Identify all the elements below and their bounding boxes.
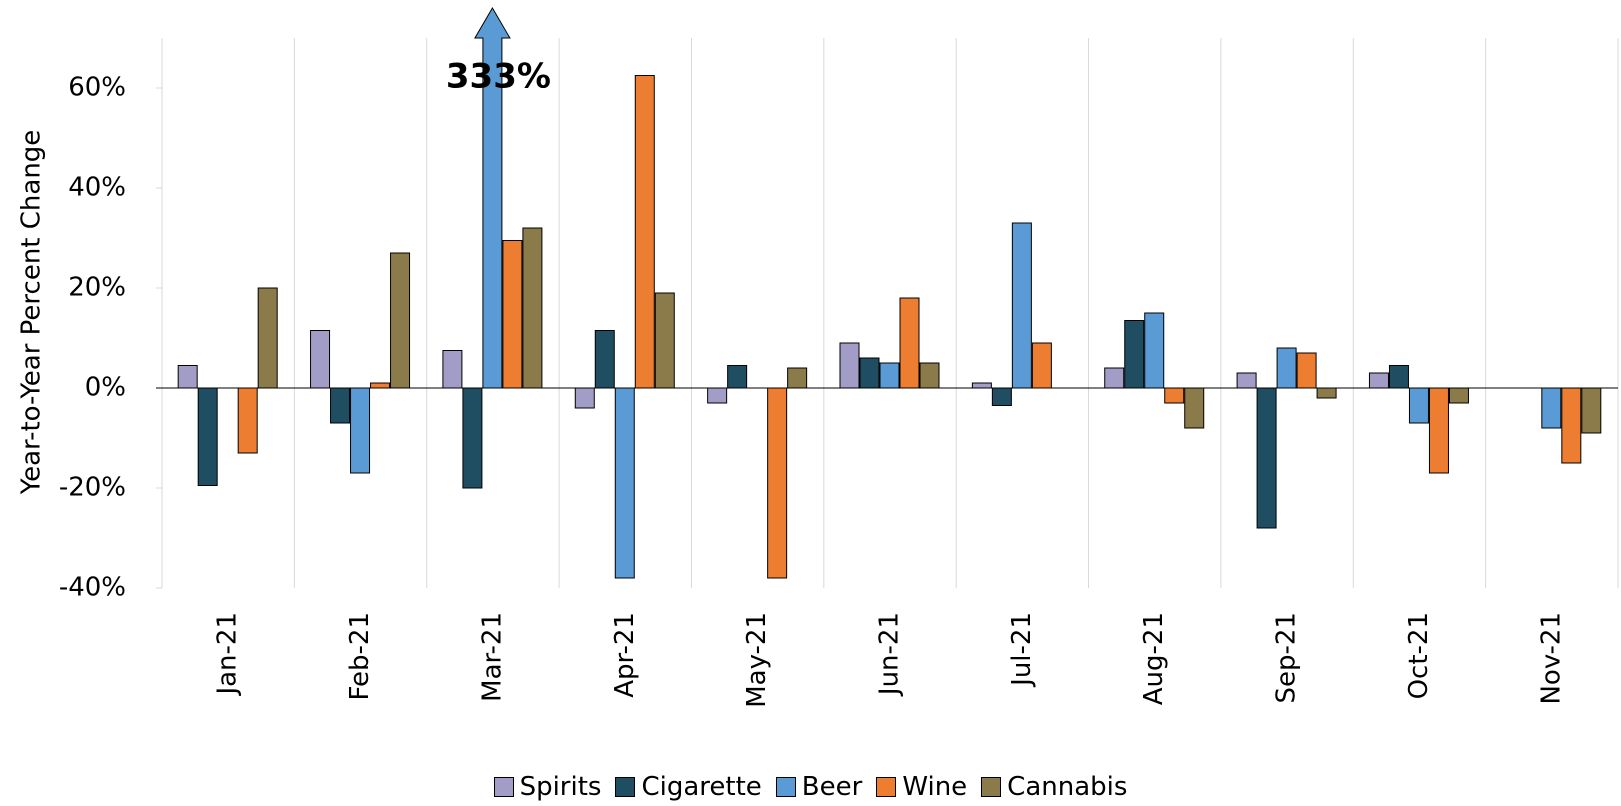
bar [859,357,880,389]
bar [1581,387,1602,434]
bar [991,387,1012,406]
legend-item: Cannabis [981,772,1127,802]
bar [257,287,278,389]
bar [727,365,748,389]
y-axis-title: Year-to-Year Percent Change [17,130,47,496]
bar [971,382,992,389]
bar [654,292,675,389]
bar [787,367,808,389]
bar [1408,387,1429,424]
bar [522,227,543,389]
legend-swatch [981,777,1002,797]
legend-label: Wine [902,772,968,802]
bar [1388,365,1409,389]
y-tick-label: 20% [68,273,126,303]
x-tick-label: Apr-21 [610,612,640,698]
x-tick-label: Jan-21 [213,612,243,697]
x-tick-label: May-21 [742,612,772,708]
legend-swatch [775,777,796,797]
bar [1296,352,1317,389]
bar [1104,367,1125,389]
bar [370,382,391,389]
legend-swatch [493,777,514,797]
bar [1276,347,1297,389]
bar [839,342,860,389]
bar [442,350,463,389]
x-tick-label: Sep-21 [1272,612,1302,703]
legend-item: Cigarette [615,772,762,802]
bar [502,240,523,389]
bar [177,365,198,389]
y-tick-label: 0% [85,373,126,403]
legend-swatch [876,777,897,797]
bar [1256,387,1277,529]
legend-item: Beer [775,772,863,802]
bar [594,330,615,389]
y-tick-label: -20% [59,473,126,503]
bar [1011,222,1032,389]
bar [390,252,411,389]
bar [879,362,900,389]
bar [1184,387,1205,429]
bar [330,387,351,424]
bar [462,387,483,489]
y-tick-label: 40% [68,173,126,203]
bar [350,387,371,474]
x-tick-label: Aug-21 [1139,612,1169,705]
bar [237,387,258,454]
legend-label: Beer [801,772,863,802]
x-tick-label: Jul-21 [1007,612,1037,688]
bar [1031,342,1052,389]
x-tick-label: Nov-21 [1536,612,1566,705]
bar [1316,387,1337,399]
bar [899,297,920,389]
y-tick-label: -40% [59,573,126,603]
legend-item: Wine [876,772,967,802]
value-label: 333% [446,57,551,97]
bar [1561,387,1582,464]
bar [767,387,788,579]
legend: Spirits Cigarette Beer Wine Cannabis [0,772,1621,802]
x-tick-label: Mar-21 [477,612,507,702]
legend-label: Cannabis [1007,772,1128,802]
bar [197,387,218,486]
legend-swatch [615,777,636,797]
bar-arrow [474,7,511,389]
bar [614,387,635,579]
y-tick-label: 60% [68,73,126,103]
bar [1541,387,1562,429]
legend-label: Cigarette [641,772,762,802]
bar [1368,372,1389,389]
bar [1448,387,1469,404]
legend-item: Spirits [493,772,602,802]
x-tick-label: Jun-21 [875,612,905,697]
bar [1124,320,1145,389]
bar [1236,372,1257,389]
bar [707,387,728,404]
bar [574,387,595,409]
bar [1144,312,1165,389]
bar [919,362,940,389]
x-tick-label: Oct-21 [1404,612,1434,699]
bar [634,75,655,389]
x-tick-label: Feb-21 [345,612,375,701]
bar [310,330,331,389]
bar [1164,387,1185,404]
legend-label: Spirits [519,772,602,802]
bar [1428,387,1449,474]
